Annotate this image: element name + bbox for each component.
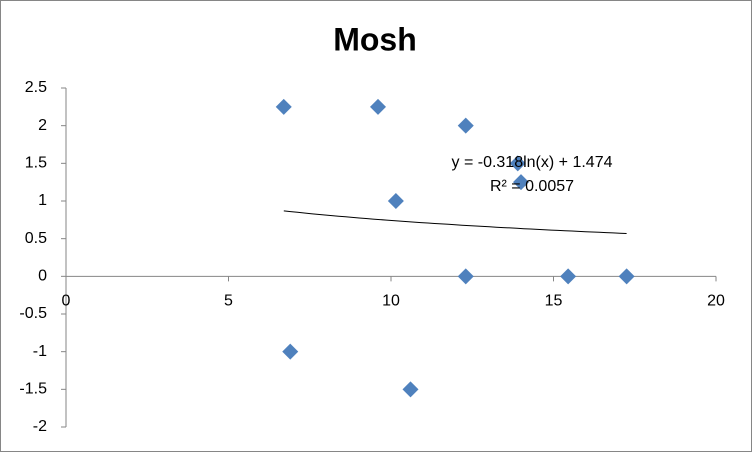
data-point: [387, 193, 404, 209]
y-tick-label: -1.5: [19, 381, 47, 398]
y-tick-label: 1.5: [25, 155, 47, 172]
trendline-equation: y = -0.318ln(x) + 1.474: [452, 154, 613, 171]
data-point: [275, 98, 292, 115]
data-point: [509, 155, 526, 172]
y-tick-label: 2: [38, 117, 47, 134]
y-tick-label: -1: [33, 343, 47, 360]
y-tick-label: -0.5: [19, 305, 47, 322]
data-point: [282, 343, 299, 360]
y-tick-label: 0.5: [25, 230, 47, 247]
x-tick-label: 15: [545, 293, 563, 310]
trendline-r2: R² = 0.0057: [490, 178, 574, 195]
y-tick-label: -2: [33, 418, 47, 435]
data-point: [457, 268, 474, 285]
x-tick-label: 5: [224, 293, 233, 310]
trendline: [283, 210, 627, 234]
data-point: [618, 268, 635, 285]
y-tick-label: 1: [38, 192, 47, 209]
x-tick-label: 0: [62, 293, 71, 310]
y-tick-label: 0: [38, 268, 47, 285]
data-point: [402, 381, 419, 398]
data-point: [560, 268, 577, 285]
chart-title: Mosh: [333, 21, 417, 57]
y-tick-label: 2.5: [25, 79, 47, 96]
data-point: [513, 174, 529, 191]
data-point: [370, 98, 386, 115]
x-tick-label: 10: [382, 293, 400, 310]
x-tick-label: 20: [707, 293, 725, 310]
data-point: [457, 117, 474, 134]
